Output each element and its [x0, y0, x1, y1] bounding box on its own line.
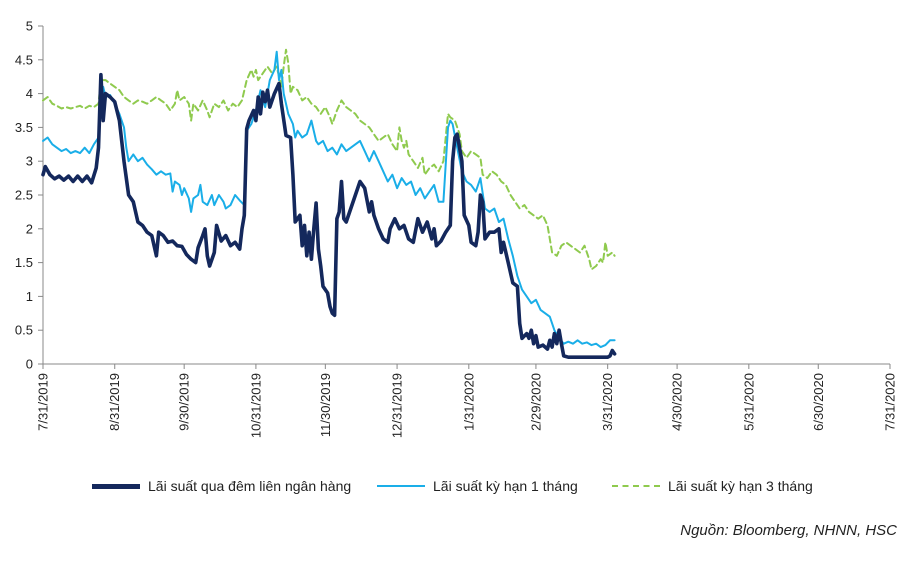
x-tick-label: 10/31/2019	[248, 373, 263, 438]
x-tick-label: 12/31/2019	[390, 373, 405, 438]
x-tick-label: 3/31/2020	[600, 373, 615, 431]
y-tick-label: 1	[26, 289, 33, 304]
y-axis: 0 0.5 1 1.5 2 2.5 3 3.5 4 4.5 5	[15, 19, 44, 372]
legend-swatch-overnight	[92, 483, 140, 489]
source-note: Nguồn: Bloomberg, NHNN, HSC	[680, 522, 897, 539]
y-tick-label: 2.5	[15, 188, 33, 203]
series-line-overnight	[41, 72, 617, 359]
series-line-3-month	[42, 48, 616, 271]
series-line-1-month	[42, 50, 616, 349]
legend-label-overnight: Lãi suất qua đêm liên ngân hàng	[148, 478, 352, 494]
x-axis: 7/31/2019 8/31/2019 9/30/2019 10/31/2019 11/…	[36, 363, 898, 438]
x-tick-label: 8/31/2019	[107, 373, 122, 431]
y-tick-label: 4.5	[15, 52, 33, 67]
legend-label-3-month: Lãi suất kỳ hạn 3 tháng	[668, 478, 813, 494]
line-chart: 0 0.5 1 1.5 2 2.5 3 3.5 4 4.5 5 7/31/2019 8/31/2019…	[15, 19, 898, 439]
x-tick-label: 7/31/2020	[883, 373, 898, 431]
x-tick-label: 1/31/2020	[461, 373, 476, 431]
x-tick-label: 4/30/2020	[670, 373, 685, 431]
x-tick-label: 11/30/2019	[318, 373, 333, 437]
legend: Lãi suất qua đêm liên ngân hàng Lãi suất…	[0, 473, 919, 499]
x-tick-label: 7/31/2019	[36, 373, 51, 431]
legend-item-3-month: Lãi suất kỳ hạn 3 tháng	[612, 473, 813, 499]
legend-swatch-1-month	[377, 485, 425, 487]
y-tick-label: 2	[26, 221, 33, 236]
legend-swatch-3-month	[612, 485, 660, 487]
y-tick-label: 5	[26, 19, 33, 34]
y-tick-label: 3	[26, 154, 33, 169]
y-tick-label: 1.5	[15, 255, 33, 270]
x-tick-label: 6/30/2020	[811, 373, 826, 431]
x-tick-label: 9/30/2019	[177, 373, 192, 431]
x-tick-label: 2/29/2020	[528, 373, 543, 431]
series-layer	[41, 48, 617, 359]
legend-item-1-month: Lãi suất kỳ hạn 1 tháng	[377, 473, 578, 499]
y-tick-label: 0.5	[15, 323, 33, 338]
y-tick-label: 3.5	[15, 120, 33, 135]
x-tick-label: 5/31/2020	[741, 373, 756, 431]
y-tick-label: 4	[26, 86, 33, 101]
y-tick-label: 0	[26, 357, 33, 372]
legend-label-1-month: Lãi suất kỳ hạn 1 tháng	[433, 478, 578, 494]
legend-item-overnight: Lãi suất qua đêm liên ngân hàng	[92, 473, 351, 499]
